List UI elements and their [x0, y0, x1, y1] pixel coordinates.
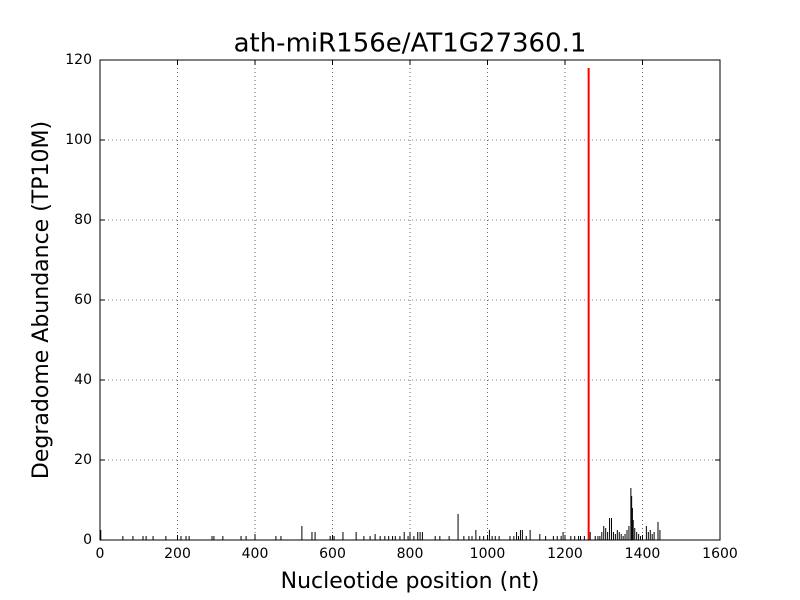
y-tick-label: 0: [83, 532, 92, 548]
y-tick-label: 80: [74, 212, 92, 228]
y-tick-label: 20: [74, 452, 92, 468]
y-tick-label: 120: [65, 52, 92, 68]
x-tick-label: 800: [397, 546, 424, 562]
plot-frame: [99, 59, 721, 541]
x-tick-label: 200: [164, 546, 191, 562]
x-tick-label: 1600: [702, 546, 738, 562]
y-tick-label: 40: [74, 372, 92, 388]
x-tick-label: 0: [96, 546, 105, 562]
x-tick-label: 1400: [625, 546, 661, 562]
y-tick-label: 60: [74, 292, 92, 308]
axes: 0 200 400 600 800 1000 1200 1400 1600 0 20 40 60 80 10…: [65, 52, 738, 562]
x-tick-label: 1200: [547, 546, 583, 562]
x-axis-label: Nucleotide position (nt): [281, 569, 540, 594]
marks: [100, 68, 661, 540]
chart-title: ath-miR156e/AT1G27360.1: [234, 29, 587, 59]
x-tick-label: 400: [242, 546, 269, 562]
x-tick-label: 1000: [470, 546, 506, 562]
y-axis-label: Degradome Abundance (TP10M): [29, 121, 54, 479]
x-tick-label: 600: [319, 546, 346, 562]
y-tick-label: 100: [65, 132, 92, 148]
